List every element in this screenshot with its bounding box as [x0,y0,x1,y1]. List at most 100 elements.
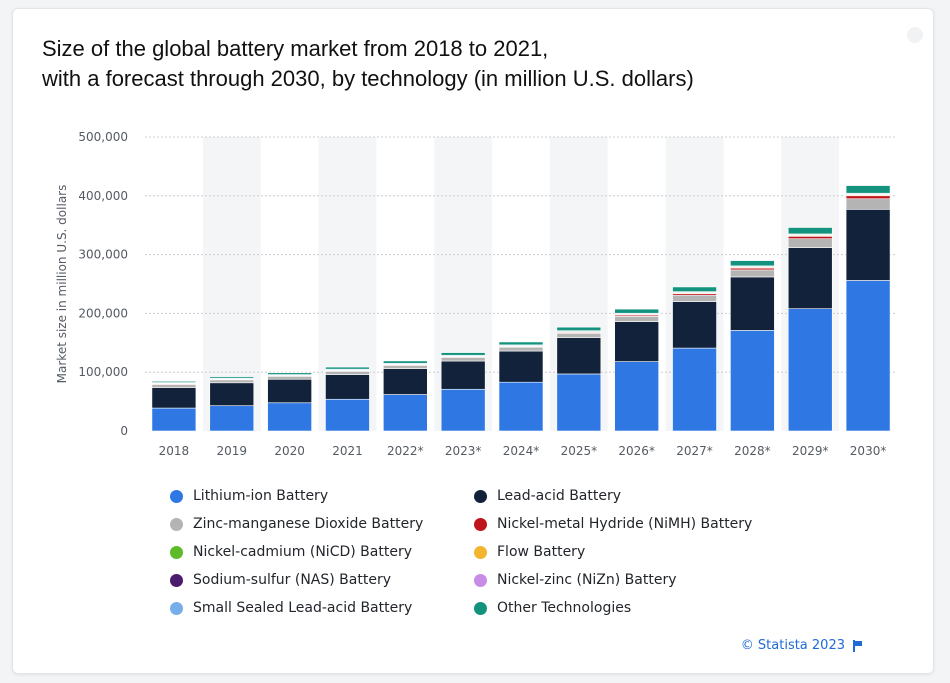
bar-segment[interactable] [787,238,833,248]
x-tick-labels: 2018 2019 2020 2021 2022* 2023* 2024* 2025* 2026… [159,444,887,458]
bar-segment[interactable] [325,371,370,375]
y-tick-label: 0 [120,424,128,438]
flag-icon [853,639,862,652]
bar-segment[interactable] [151,387,197,409]
x-tick-label: 2024* [503,444,540,458]
bar-segment[interactable] [267,376,312,380]
bar-segment[interactable] [383,365,428,369]
bar-segment[interactable] [267,372,312,375]
chart-title: Size of the global battery market from 2… [42,34,694,94]
bar-segment[interactable] [614,316,659,322]
bar-segment[interactable] [498,346,544,352]
bar-segment[interactable] [787,247,833,309]
legend-swatch [474,545,487,559]
bar-segment[interactable] [556,333,602,338]
x-tick-label: 2028* [734,444,771,458]
bar-segment[interactable] [209,379,255,384]
bar-segment[interactable] [209,382,255,407]
bar-segment[interactable] [267,402,312,432]
bar-segment[interactable] [672,294,717,302]
bar-segment[interactable] [556,373,602,432]
corner-button-icon[interactable] [907,27,923,43]
bar-segment[interactable] [498,381,544,432]
x-tick-label: 2026* [618,444,655,458]
bar-segment[interactable] [440,388,486,432]
title-line-1: Size of the global battery market from 2… [42,36,549,61]
legend-swatch [170,517,183,531]
bar-segment[interactable] [672,286,717,292]
bar-segment[interactable] [787,227,833,235]
bar-segment[interactable] [440,360,486,390]
legend-item[interactable]: Small Sealed Lead-acid Battery [170,600,412,616]
bar-segment[interactable] [730,260,775,267]
x-tick-label: 2018 [159,444,190,458]
bar-segment[interactable] [498,350,544,383]
x-tick-label: 2025* [561,444,598,458]
y-tick-label: 100,000 [78,365,128,379]
bar-segment[interactable] [498,341,544,346]
bar-segment[interactable] [151,407,197,432]
legend-item[interactable]: Sodium-sulfur (NAS) Battery [170,572,391,588]
bar-segment[interactable] [209,376,255,379]
bar-segment[interactable] [440,352,486,356]
bar-segment[interactable] [614,321,659,362]
legend-swatch [170,573,183,587]
legend-item[interactable]: Lead-acid Battery [474,488,621,504]
legend-item[interactable]: Zinc-manganese Dioxide Battery [170,516,423,532]
bar-segment[interactable] [672,347,717,432]
bar-segment[interactable] [730,269,775,278]
bar-segment[interactable] [730,276,775,331]
bar-segment[interactable] [383,368,428,395]
bar-segment[interactable] [151,381,197,383]
legend-swatch [170,489,183,503]
bars [151,185,891,432]
bar-segment[interactable] [556,337,602,375]
bar-segment[interactable] [614,308,659,314]
legend-item[interactable]: Nickel-metal Hydride (NiMH) Battery [474,516,752,532]
bar-segment[interactable] [325,366,370,370]
bar-segment[interactable] [845,280,891,432]
bar-segment[interactable] [440,357,486,362]
legend-item[interactable]: Nickel-cadmium (NiCD) Battery [170,544,412,560]
bar-segment[interactable] [383,360,428,364]
title-line-2: with a forecast through 2030, by technol… [42,66,694,91]
bar-segment[interactable] [787,308,833,432]
legend-label: Lead-acid Battery [497,488,622,504]
x-tick-label: 2019 [216,444,247,458]
bar-segment[interactable] [845,185,891,194]
bar-segment[interactable] [672,301,717,349]
legend-label: Zinc-manganese Dioxide Battery [193,516,424,532]
legend-item[interactable]: Other Technologies [474,600,631,616]
bar-segment[interactable] [325,374,370,400]
bar-segment[interactable] [267,378,312,404]
x-tick-label: 2021 [332,444,363,458]
legend-label: Small Sealed Lead-acid Battery [193,600,413,616]
bar-segment[interactable] [151,384,197,388]
legend-item[interactable]: Lithium-ion Battery [170,488,328,504]
legend-swatch [474,573,487,587]
source-link[interactable]: © Statista 2023 [741,638,862,653]
bar-segment[interactable] [845,209,891,281]
stacked-bar-chart: 0 100,000 200,000 300,000 400,000 500,000 201… [55,130,897,458]
bar-segment[interactable] [556,326,602,331]
legend-item[interactable]: Nickel-zinc (NiZn) Battery [474,572,677,588]
legend-label: Flow Battery [497,544,586,560]
source-text: © Statista 2023 [740,638,845,653]
bar-segment[interactable] [730,330,775,432]
legend-label: Nickel-zinc (NiZn) Battery [497,572,677,588]
legend-swatch [170,601,183,615]
bar-segment[interactable] [614,361,659,432]
x-tick-label: 2027* [676,444,713,458]
bar-segment[interactable] [209,405,255,432]
y-tick-label: 500,000 [78,130,128,144]
bar-segment[interactable] [325,398,370,432]
bar-segment[interactable] [845,198,891,210]
y-tick-label: 300,000 [78,248,128,262]
legend-label: Lithium-ion Battery [193,488,329,504]
legend-swatch [474,601,487,615]
legend-item[interactable]: Flow Battery [474,544,585,560]
bar-segment[interactable] [383,394,428,432]
legend-swatch [474,489,487,503]
x-tick-label: 2022* [387,444,424,458]
y-tick-label: 200,000 [78,306,128,320]
